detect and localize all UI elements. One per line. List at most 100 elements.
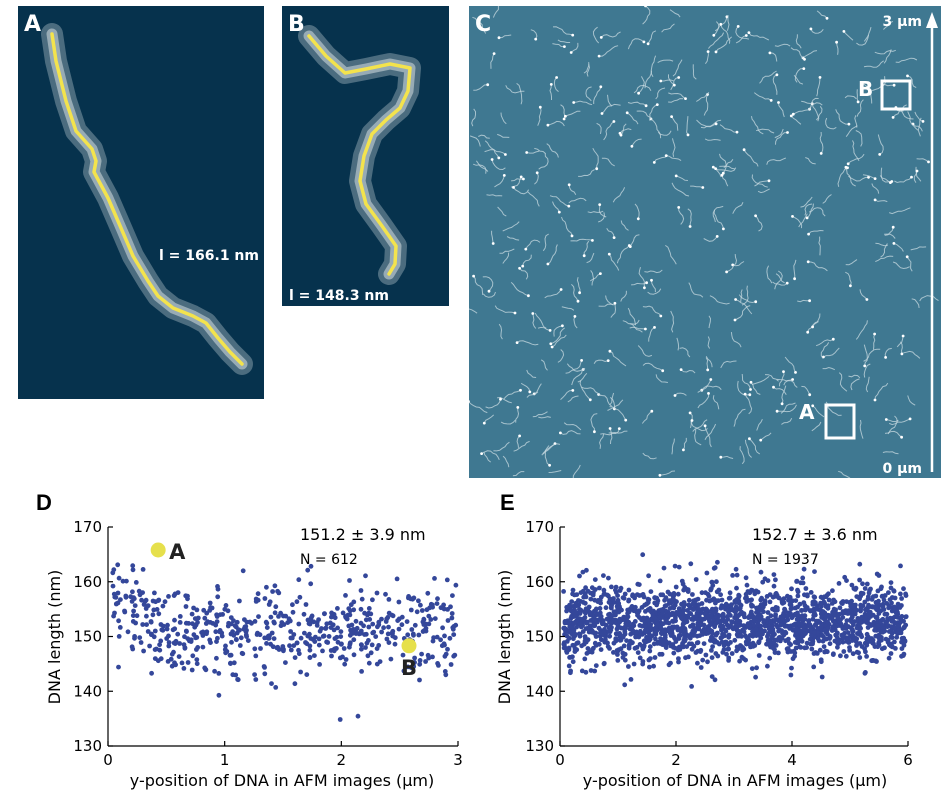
afm-strand bbox=[513, 187, 530, 195]
afm-strand bbox=[884, 430, 902, 438]
scatter-point bbox=[659, 608, 665, 614]
afm-bright-spot bbox=[625, 111, 629, 115]
scatter-point bbox=[278, 610, 283, 616]
afm-bright-spot bbox=[791, 378, 794, 381]
afm-strand bbox=[672, 138, 676, 157]
selection-box-b bbox=[880, 79, 912, 111]
scatter-point bbox=[707, 622, 713, 628]
afm-strand bbox=[774, 128, 784, 139]
afm-strand bbox=[616, 245, 630, 264]
scatter-point bbox=[603, 605, 609, 611]
scatter-point bbox=[323, 625, 329, 631]
afm-strand bbox=[797, 299, 810, 303]
afm-strand bbox=[551, 334, 567, 348]
afm-strand bbox=[655, 374, 668, 383]
afm-strand bbox=[486, 194, 503, 197]
afm-strand bbox=[726, 254, 738, 273]
afm-strand bbox=[844, 95, 857, 100]
afm-bright-spot bbox=[521, 264, 525, 268]
afm-strand bbox=[887, 415, 898, 435]
afm-bright-spot bbox=[562, 117, 566, 121]
afm-bright-spot bbox=[714, 167, 717, 171]
afm-bright-spot bbox=[608, 349, 612, 353]
scatter-point bbox=[115, 562, 121, 568]
afm-strand bbox=[753, 92, 772, 101]
scatter-point bbox=[449, 611, 455, 616]
scatter-point bbox=[818, 657, 824, 663]
scatter-point bbox=[611, 650, 616, 655]
afm-strand bbox=[792, 215, 803, 229]
scatter-point bbox=[583, 594, 589, 600]
afm-bright-spot bbox=[580, 359, 583, 362]
scatter-point bbox=[662, 603, 668, 609]
scatter-point bbox=[223, 650, 229, 656]
afm-bright-spot bbox=[572, 101, 576, 104]
panel-a-image: A l = 166.1 nm bbox=[18, 6, 264, 399]
afm-strand bbox=[530, 29, 538, 40]
afm-strand bbox=[907, 395, 916, 406]
afm-bright-spot bbox=[808, 393, 812, 397]
scatter-point bbox=[708, 586, 714, 591]
scatter-point bbox=[741, 623, 746, 629]
afm-strand bbox=[712, 395, 720, 410]
afm-bright-spot bbox=[744, 34, 748, 37]
afm-strand bbox=[671, 182, 690, 197]
scatter-point bbox=[341, 646, 347, 651]
scatter-point bbox=[283, 613, 289, 619]
scatter-point bbox=[754, 665, 759, 671]
scatter-point bbox=[294, 640, 300, 646]
scatter-point bbox=[820, 638, 826, 644]
afm-strand bbox=[553, 325, 563, 337]
afm-strand bbox=[873, 333, 876, 350]
scatter-point bbox=[903, 591, 908, 597]
afm-strand bbox=[566, 363, 584, 372]
afm-strand bbox=[547, 244, 558, 265]
scatter-point bbox=[216, 671, 222, 676]
scatter-point bbox=[622, 591, 628, 597]
scatter-point bbox=[365, 653, 371, 659]
scatter-point bbox=[130, 563, 136, 569]
scatter-point bbox=[401, 668, 407, 674]
afm-strand bbox=[473, 84, 488, 91]
scatter-point bbox=[757, 612, 763, 618]
afm-bright-spot bbox=[613, 301, 617, 305]
scatter-point bbox=[686, 602, 692, 608]
afm-strand bbox=[709, 295, 730, 305]
scatter-point bbox=[384, 636, 390, 642]
afm-bright-spot bbox=[600, 112, 604, 115]
scatter-point bbox=[432, 576, 437, 581]
scatter-point bbox=[768, 619, 774, 625]
scatter-point bbox=[869, 658, 875, 664]
afm-bright-spot bbox=[805, 216, 809, 220]
scatter-point bbox=[688, 561, 694, 567]
scatter-point bbox=[423, 659, 428, 664]
scatter-point bbox=[754, 605, 759, 611]
afm-bright-spot bbox=[519, 388, 522, 392]
scatter-point bbox=[859, 634, 865, 640]
scatter-point bbox=[782, 623, 788, 629]
scatter-point bbox=[843, 653, 849, 659]
scatter-point bbox=[901, 586, 906, 592]
afm-strand bbox=[848, 175, 869, 182]
scatter-point bbox=[820, 595, 826, 601]
afm-strand bbox=[593, 359, 609, 364]
scatter-point bbox=[129, 644, 135, 650]
scatter-point bbox=[590, 616, 596, 622]
afm-strand bbox=[865, 376, 870, 393]
afm-strand bbox=[526, 369, 537, 378]
scatter-point bbox=[237, 598, 242, 604]
scatter-point bbox=[281, 622, 287, 627]
scatter-point bbox=[566, 635, 572, 641]
scatter-point bbox=[875, 644, 881, 650]
scatter-point bbox=[125, 629, 131, 635]
scatter-point bbox=[655, 622, 661, 628]
scatter-point bbox=[680, 642, 685, 647]
scatter-point bbox=[223, 643, 228, 649]
afm-strand bbox=[855, 130, 863, 147]
afm-strand bbox=[720, 455, 734, 459]
afm-strand bbox=[497, 396, 512, 404]
afm-strand bbox=[544, 289, 562, 299]
afm-bright-spot bbox=[892, 83, 896, 87]
scatter-point bbox=[838, 653, 843, 659]
